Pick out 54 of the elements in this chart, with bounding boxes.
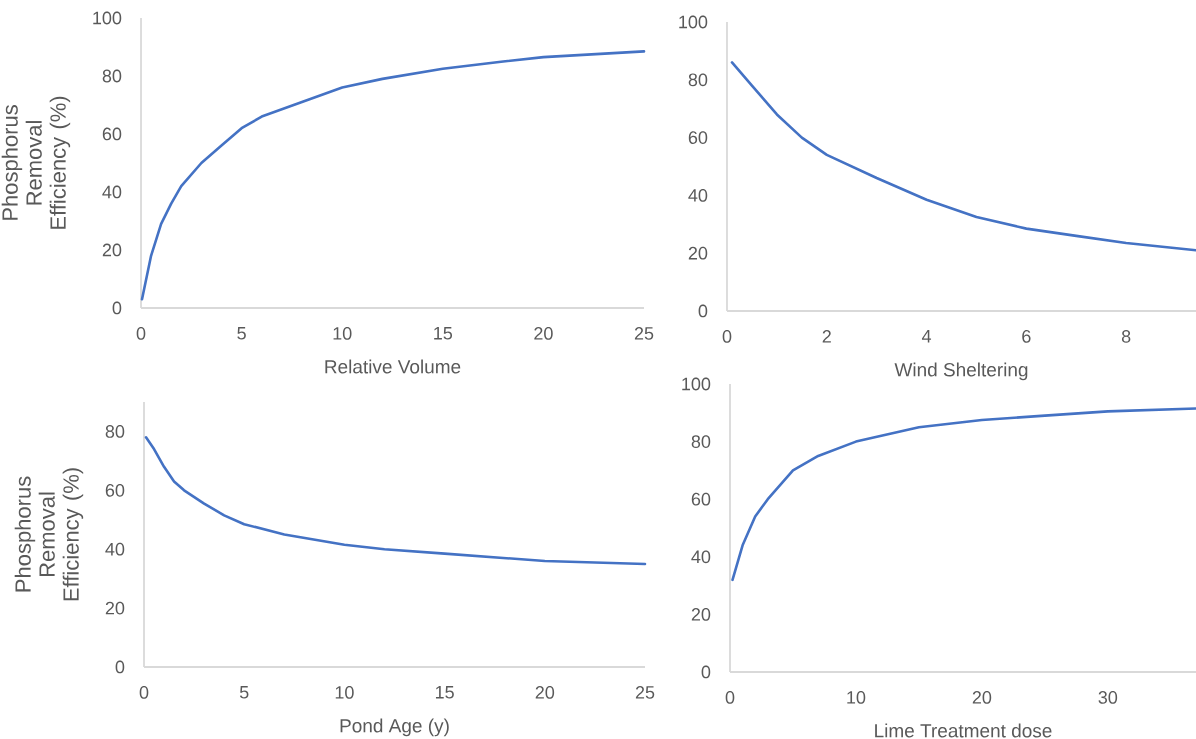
line-series bbox=[730, 61, 1196, 252]
x-tick-label: 10 bbox=[333, 327, 352, 340]
y-tick-label: 80 bbox=[691, 435, 711, 448]
y-tick-label: 40 bbox=[688, 189, 708, 202]
y-tick-label: 20 bbox=[102, 243, 122, 257]
y-tick-label: 40 bbox=[102, 185, 122, 199]
line-series bbox=[140, 50, 646, 301]
y-tick-label: 100 bbox=[679, 15, 708, 29]
y-tick-label: 0 bbox=[112, 301, 122, 315]
x-tick-label: 6 bbox=[1022, 330, 1031, 343]
y-tick-label: 0 bbox=[698, 304, 708, 318]
x-tick-label: 10 bbox=[847, 691, 866, 704]
y-tick-label: 60 bbox=[691, 492, 711, 506]
y-tick-label: 0 bbox=[701, 665, 711, 679]
y-tick-label: 60 bbox=[102, 127, 122, 141]
x-tick-label: 30 bbox=[1098, 691, 1118, 704]
x-tick-label: 0 bbox=[722, 330, 732, 343]
y-tick-label: 20 bbox=[691, 608, 711, 621]
x-tick-label: 0 bbox=[136, 327, 146, 340]
x-tick-label: 25 bbox=[635, 686, 655, 699]
y-axis-title: Phosphorus Removal Efficiency (%) bbox=[14, 468, 84, 601]
x-tick-label: 2 bbox=[822, 330, 831, 343]
x-axis-title: Relative Volume bbox=[325, 359, 461, 374]
y-tick-label: 60 bbox=[105, 483, 125, 497]
line-series bbox=[731, 407, 1196, 582]
x-tick-label: 25 bbox=[634, 327, 654, 340]
x-axis-title: Pond Age (y) bbox=[340, 718, 449, 737]
y-tick-label: 100 bbox=[682, 377, 711, 391]
y-tick-label: 40 bbox=[691, 550, 711, 564]
y-tick-label: 80 bbox=[102, 69, 122, 83]
y-tick-label: 40 bbox=[105, 542, 125, 556]
y-tick-label: 20 bbox=[688, 246, 708, 260]
x-tick-label: 5 bbox=[239, 686, 249, 699]
y-tick-label: 0 bbox=[115, 660, 125, 674]
y-tick-label: 100 bbox=[93, 11, 122, 25]
x-tick-label: 20 bbox=[534, 327, 553, 340]
x-tick-label: 20 bbox=[535, 686, 555, 699]
x-tick-label: 8 bbox=[1121, 330, 1131, 343]
y-tick-label: 60 bbox=[688, 131, 708, 144]
x-tick-label: 20 bbox=[972, 691, 992, 704]
line-series bbox=[144, 436, 647, 566]
y-tick-label: 80 bbox=[688, 73, 708, 87]
x-tick-label: 4 bbox=[921, 330, 932, 343]
x-tick-label: 0 bbox=[139, 686, 149, 699]
x-tick-label: 10 bbox=[335, 686, 354, 699]
y-tick-label: 80 bbox=[105, 425, 125, 438]
x-axis-title: Lime Treatment dose bbox=[875, 723, 1052, 738]
x-tick-label: 5 bbox=[237, 327, 246, 340]
x-axis-title: Wind Sheltering bbox=[894, 362, 1028, 381]
x-tick-label: 0 bbox=[725, 691, 735, 704]
y-tick-label: 20 bbox=[105, 601, 125, 615]
x-tick-label: 15 bbox=[434, 327, 453, 340]
y-axis-title: Phosphorus Removal Efficiency (%) bbox=[1, 96, 71, 229]
x-tick-label: 15 bbox=[435, 686, 454, 699]
